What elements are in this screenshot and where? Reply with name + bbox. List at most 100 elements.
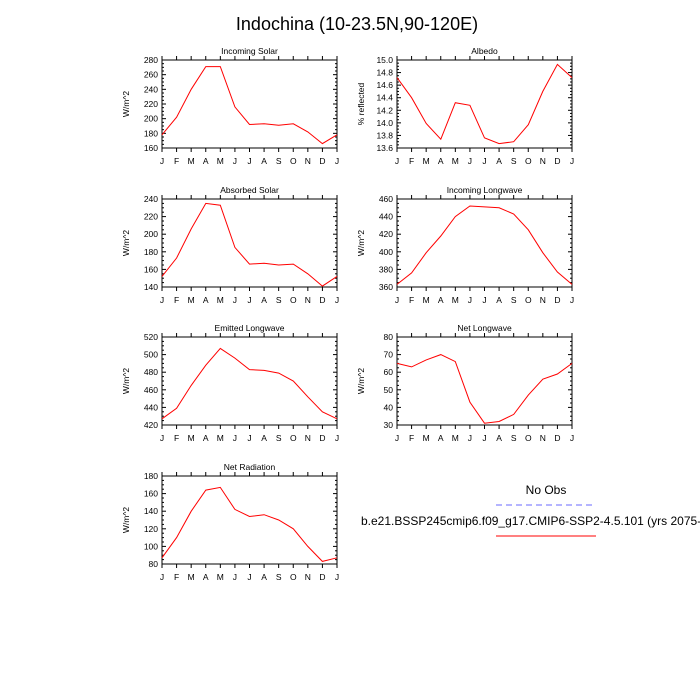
x-tick-label: J <box>247 295 251 305</box>
panels: Incoming Solar W/m^2 160 180 200 220 240 260 280… <box>121 46 574 582</box>
x-tick-label: J <box>395 156 399 166</box>
legend: No Obs b.e21.BSSP245cmip6.f09_g17.CMIP6-… <box>361 483 700 537</box>
series-line <box>396 205 573 285</box>
x-tick-label: J <box>233 433 237 443</box>
x-tick-label: M <box>452 295 459 305</box>
x-tick-label: F <box>174 572 179 582</box>
panel-title: Net Longwave <box>457 323 512 333</box>
x-tick-label: S <box>276 295 282 305</box>
y-tick-label: 180 <box>144 247 158 257</box>
x-tick-label: D <box>554 295 560 305</box>
x-tick-label: M <box>452 156 459 166</box>
y-axis-label: W/m^2 <box>356 230 366 256</box>
x-tick-label: J <box>468 156 472 166</box>
x-tick-label: M <box>217 572 224 582</box>
y-tick-label: 14.8 <box>376 68 393 78</box>
y-tick-label: 160 <box>144 489 158 499</box>
y-tick-label: 440 <box>379 212 393 222</box>
y-tick-label: 400 <box>379 247 393 257</box>
y-tick-label: 140 <box>144 282 158 292</box>
panel-title: Emitted Longwave <box>215 323 285 333</box>
series-line <box>161 202 338 287</box>
x-tick-label: J <box>247 433 251 443</box>
x-tick-label: N <box>305 572 311 582</box>
x-tick-label: M <box>423 433 430 443</box>
x-tick-label: S <box>276 156 282 166</box>
x-tick-label: J <box>468 295 472 305</box>
series-line <box>161 66 338 145</box>
y-tick-label: 50 <box>384 385 394 395</box>
y-tick-label: 100 <box>144 541 158 551</box>
x-tick-label: A <box>438 295 444 305</box>
x-tick-label: O <box>290 572 297 582</box>
x-tick-label: F <box>174 156 179 166</box>
y-tick-label: 70 <box>384 350 394 360</box>
y-tick-label: 13.8 <box>376 130 393 140</box>
series-line <box>396 63 573 145</box>
panel-emitted-longwave: Emitted Longwave W/m^2 420 440 460 480 500 520 J… <box>121 323 339 443</box>
panel-frame <box>396 59 573 149</box>
y-tick-label: 260 <box>144 70 158 80</box>
y-tick-label: 160 <box>144 264 158 274</box>
panel-frame <box>396 336 573 426</box>
y-tick-label: 520 <box>144 332 158 342</box>
y-tick-label: 240 <box>144 194 158 204</box>
y-tick-label: 60 <box>384 367 394 377</box>
series-line <box>161 347 338 420</box>
y-tick-label: 30 <box>384 420 394 430</box>
x-tick-label: M <box>217 295 224 305</box>
x-tick-label: N <box>305 295 311 305</box>
x-tick-label: N <box>305 156 311 166</box>
x-tick-label: M <box>188 156 195 166</box>
panel-frame <box>396 198 573 288</box>
x-tick-label: A <box>496 433 502 443</box>
x-tick-label: S <box>276 572 282 582</box>
x-tick-label: M <box>188 572 195 582</box>
y-tick-label: 200 <box>144 114 158 124</box>
x-tick-label: F <box>409 295 414 305</box>
x-tick-label: J <box>160 295 164 305</box>
y-tick-label: 200 <box>144 229 158 239</box>
y-tick-label: 40 <box>384 402 394 412</box>
panel-incoming-longwave: Incoming Longwave W/m^2 360 380 400 420 440 460… <box>356 185 574 305</box>
x-tick-label: M <box>217 156 224 166</box>
panel-incoming-solar: Incoming Solar W/m^2 160 180 200 220 240 260 280… <box>121 46 339 166</box>
y-tick-label: 80 <box>149 559 159 569</box>
x-tick-label: M <box>452 433 459 443</box>
x-tick-label: J <box>395 433 399 443</box>
x-tick-label: J <box>160 156 164 166</box>
x-tick-label: N <box>540 156 546 166</box>
y-tick-label: 440 <box>144 402 158 412</box>
series-line <box>396 354 573 424</box>
y-tick-label: 420 <box>379 229 393 239</box>
panel-title: Net Radiation <box>224 462 276 472</box>
panel-title: Albedo <box>471 46 498 56</box>
y-tick-label: 420 <box>144 420 158 430</box>
x-tick-label: J <box>160 433 164 443</box>
y-tick-label: 500 <box>144 350 158 360</box>
y-tick-label: 280 <box>144 55 158 65</box>
panel-frame <box>161 475 338 565</box>
x-tick-label: M <box>217 433 224 443</box>
x-tick-label: J <box>482 433 486 443</box>
x-tick-label: F <box>174 295 179 305</box>
y-tick-label: 180 <box>144 128 158 138</box>
x-tick-label: M <box>188 295 195 305</box>
x-tick-label: O <box>525 156 532 166</box>
x-tick-label: J <box>395 295 399 305</box>
y-axis-label: W/m^2 <box>121 91 131 117</box>
x-tick-label: A <box>438 156 444 166</box>
y-tick-label: 380 <box>379 264 393 274</box>
y-tick-label: 120 <box>144 524 158 534</box>
x-tick-label: D <box>554 433 560 443</box>
y-tick-label: 360 <box>379 282 393 292</box>
y-tick-label: 460 <box>144 385 158 395</box>
legend-model-label: b.e21.BSSP245cmip6.f09_g17.CMIP6-SSP2-4.… <box>361 514 700 528</box>
figure-title: Indochina (10-23.5N,90-120E) <box>236 14 478 34</box>
y-tick-label: 160 <box>144 143 158 153</box>
y-axis-label: W/m^2 <box>356 368 366 394</box>
y-tick-label: 80 <box>384 332 394 342</box>
x-tick-label: F <box>409 156 414 166</box>
x-tick-label: D <box>554 156 560 166</box>
